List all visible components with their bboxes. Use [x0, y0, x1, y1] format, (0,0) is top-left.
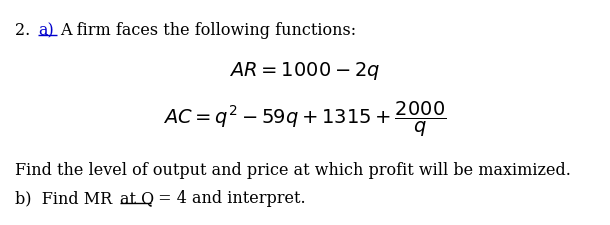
- Text: A firm faces the following functions:: A firm faces the following functions:: [60, 22, 356, 39]
- Text: at Q: at Q: [120, 190, 154, 207]
- Text: $\mathit{AR}=1000-2q$: $\mathit{AR}=1000-2q$: [229, 60, 381, 82]
- Text: 2.: 2.: [15, 22, 35, 39]
- Text: a): a): [38, 22, 54, 39]
- Text: b)  Find MR: b) Find MR: [15, 190, 117, 207]
- Text: = 4 and interpret.: = 4 and interpret.: [153, 190, 306, 207]
- Text: Find the level of output and price at which profit will be maximized.: Find the level of output and price at wh…: [15, 162, 571, 179]
- Text: $\mathit{AC}=q^2-59q+1315+\dfrac{2000}{q}$: $\mathit{AC}=q^2-59q+1315+\dfrac{2000}{q…: [163, 100, 447, 139]
